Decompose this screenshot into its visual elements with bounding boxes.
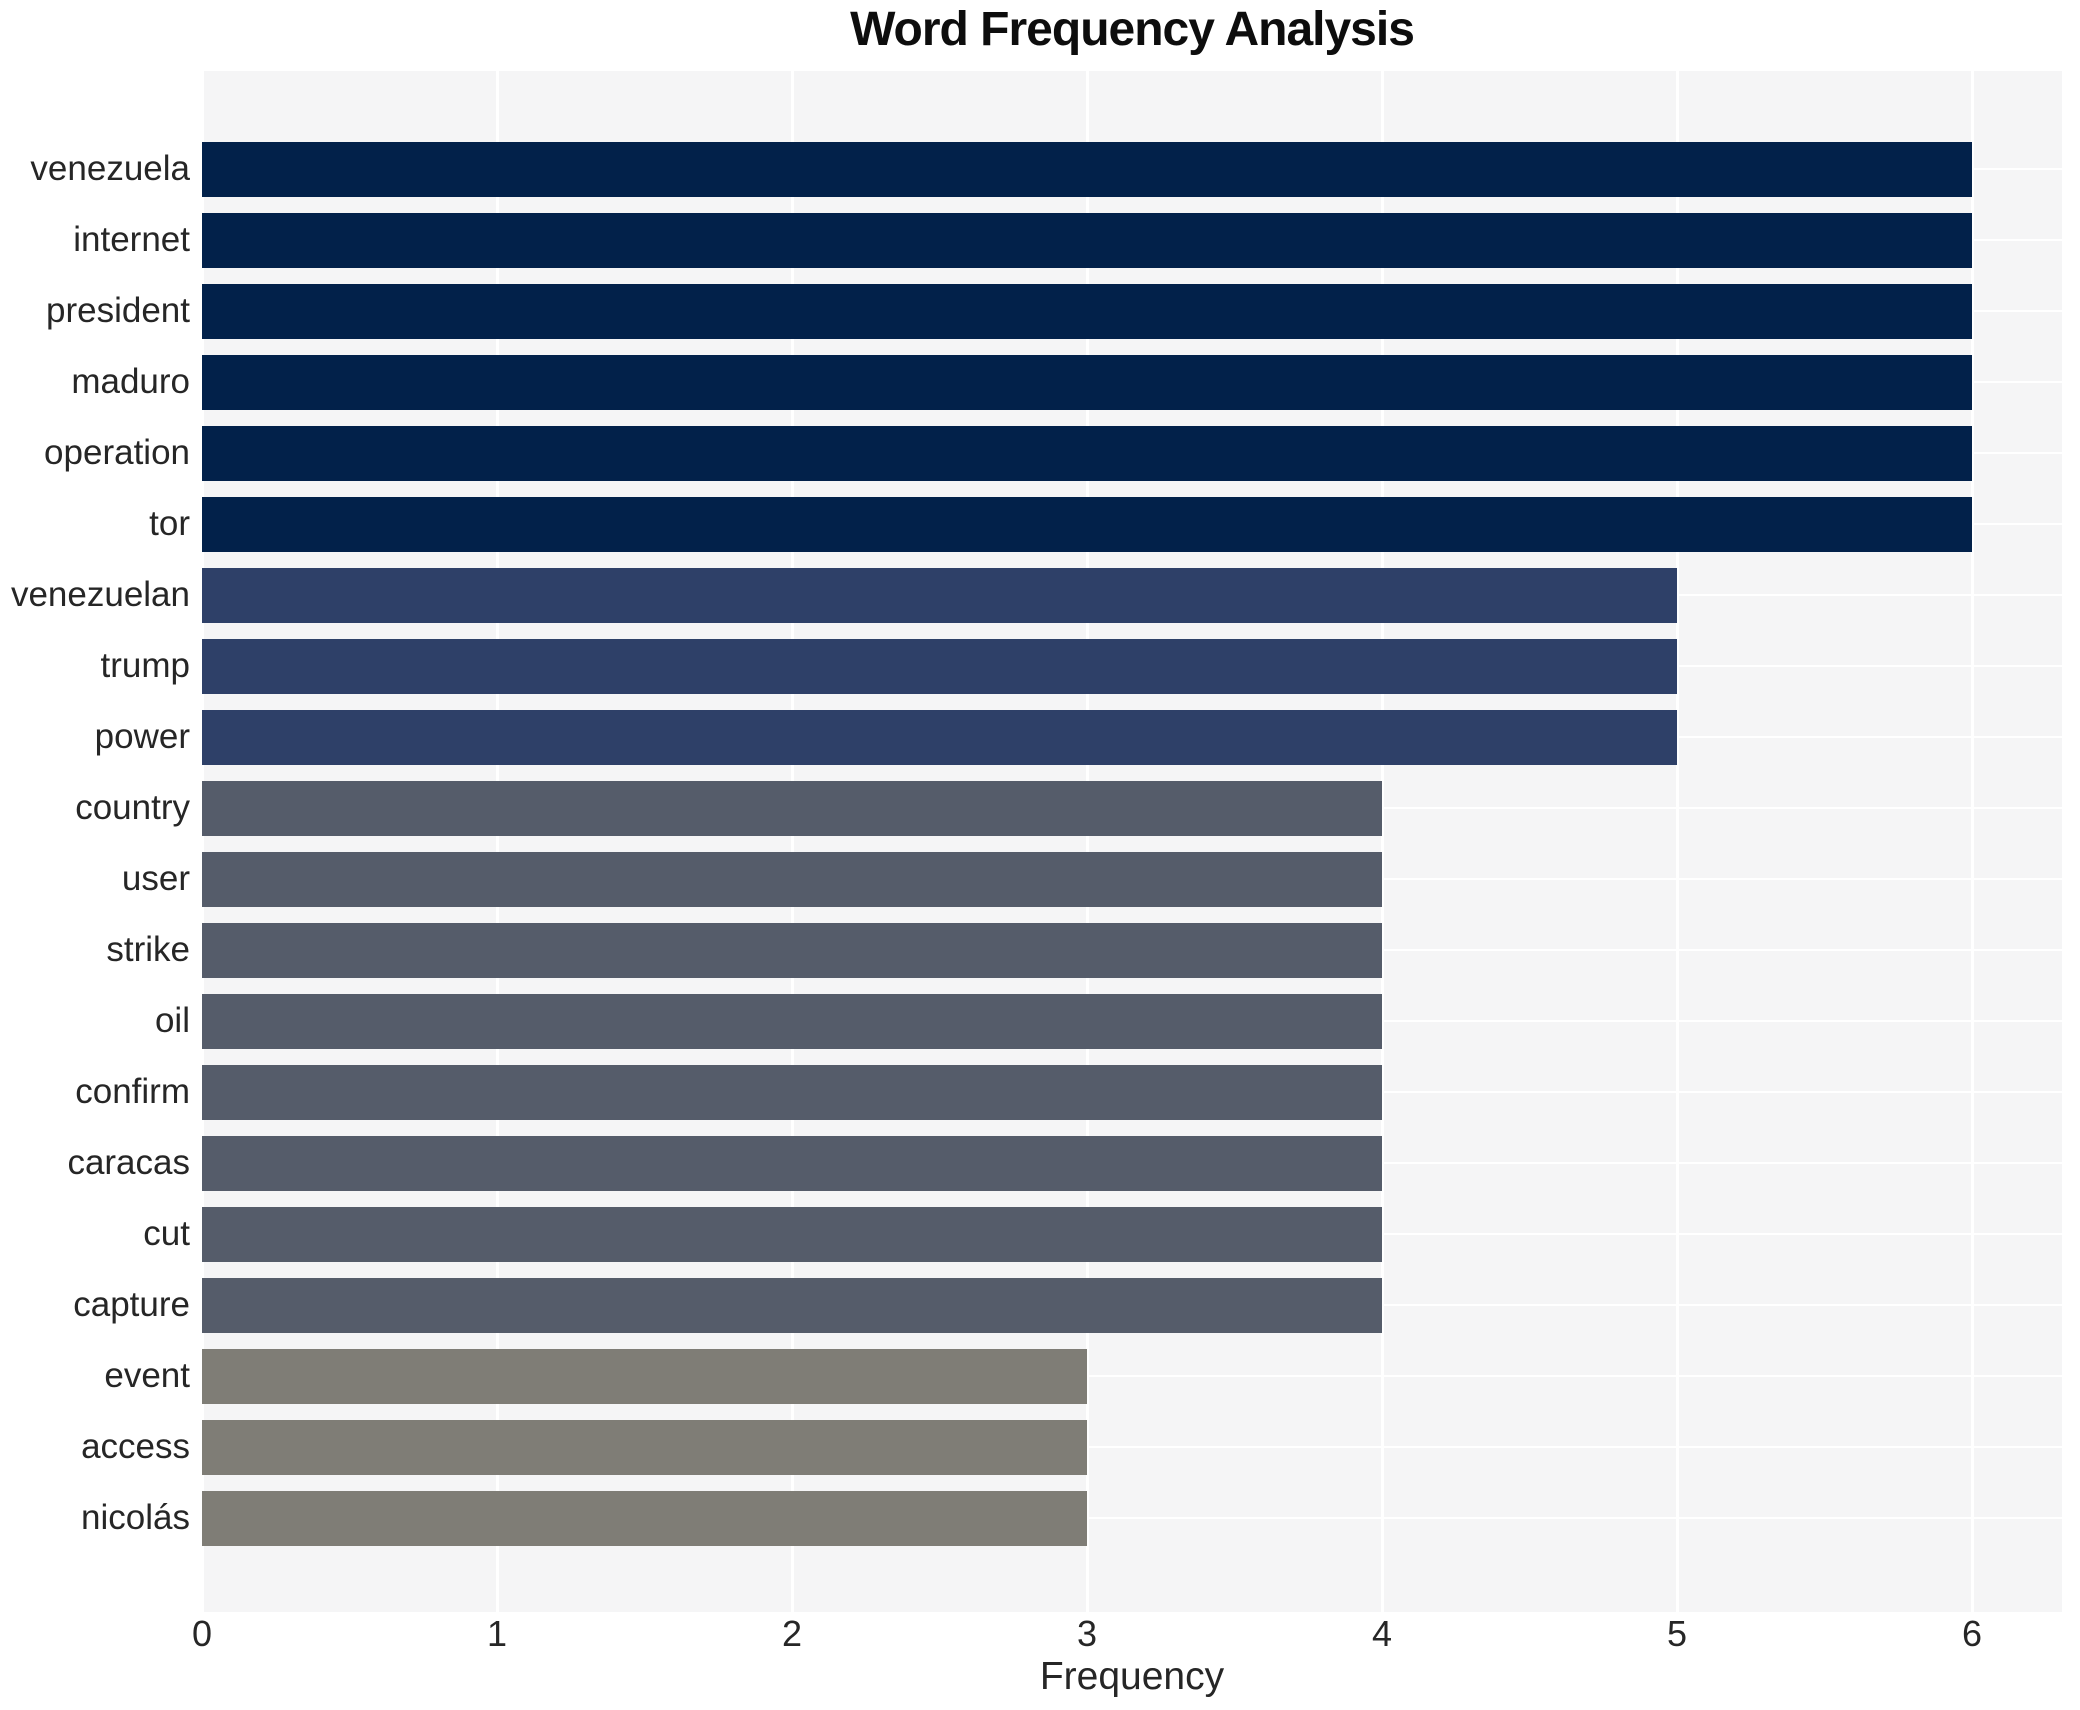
vertical-gridline <box>1086 71 1089 1612</box>
category-label: venezuelan <box>10 575 190 614</box>
category-label: access <box>81 1427 190 1466</box>
vertical-gridline <box>1381 71 1384 1612</box>
bar <box>202 1064 1382 1120</box>
bar <box>202 212 1972 268</box>
bar <box>202 638 1677 694</box>
category-label: event <box>104 1356 190 1395</box>
category-label: capture <box>73 1285 190 1324</box>
x-tick-label: 5 <box>1666 1613 1688 1654</box>
chart-title: Word Frequency Analysis <box>850 3 1415 56</box>
x-tick-label: 2 <box>781 1613 803 1654</box>
x-axis-title: Frequency <box>1039 1655 1225 1698</box>
vertical-gridline <box>201 71 204 1612</box>
bar <box>202 709 1677 765</box>
bar <box>202 1277 1382 1333</box>
category-label: president <box>46 291 190 330</box>
bar <box>202 851 1382 907</box>
category-label: confirm <box>75 1072 190 1111</box>
category-label: trump <box>100 646 190 685</box>
category-label: country <box>75 788 190 827</box>
bar <box>202 1348 1087 1404</box>
category-label: tor <box>149 504 190 543</box>
vertical-gridline <box>1676 71 1679 1612</box>
bar <box>202 780 1382 836</box>
category-label: operation <box>44 433 190 472</box>
category-label: user <box>121 859 190 898</box>
category-label: oil <box>154 1001 190 1040</box>
plot-area <box>201 71 2062 1612</box>
bar <box>202 425 1972 481</box>
x-tick-label: 0 <box>191 1613 213 1654</box>
bar <box>202 1206 1382 1262</box>
bar <box>202 567 1677 623</box>
x-axis-tick-labels: 0 1 2 3 4 5 6 <box>0 1616 2080 1656</box>
category-label: cut <box>143 1214 190 1253</box>
horizontal-gridline <box>202 1446 2062 1448</box>
vertical-gridline <box>791 71 794 1612</box>
category-label: venezuela <box>30 149 190 188</box>
bar <box>202 354 1972 410</box>
x-tick-label: 3 <box>1076 1613 1098 1654</box>
category-label: strike <box>106 930 190 969</box>
horizontal-gridline <box>202 1517 2062 1519</box>
bar <box>202 993 1382 1049</box>
bar <box>202 1135 1382 1191</box>
vertical-gridline <box>496 71 499 1612</box>
bar <box>202 922 1382 978</box>
bar <box>202 141 1972 197</box>
category-label: power <box>94 717 190 756</box>
bar <box>202 283 1972 339</box>
y-axis-labels: venezuela internet president maduro operatio… <box>0 71 190 1612</box>
bar <box>202 496 1972 552</box>
bar <box>202 1419 1087 1475</box>
x-tick-label: 4 <box>1371 1613 1393 1654</box>
bar <box>202 1490 1087 1546</box>
category-label: caracas <box>67 1143 190 1182</box>
category-label: nicolás <box>81 1498 190 1537</box>
horizontal-gridline <box>202 1375 2062 1377</box>
x-tick-label: 1 <box>486 1613 508 1654</box>
vertical-gridline <box>1971 71 1974 1612</box>
category-label: internet <box>73 220 190 259</box>
x-tick-label: 6 <box>1961 1613 1983 1654</box>
category-label: maduro <box>71 362 190 401</box>
